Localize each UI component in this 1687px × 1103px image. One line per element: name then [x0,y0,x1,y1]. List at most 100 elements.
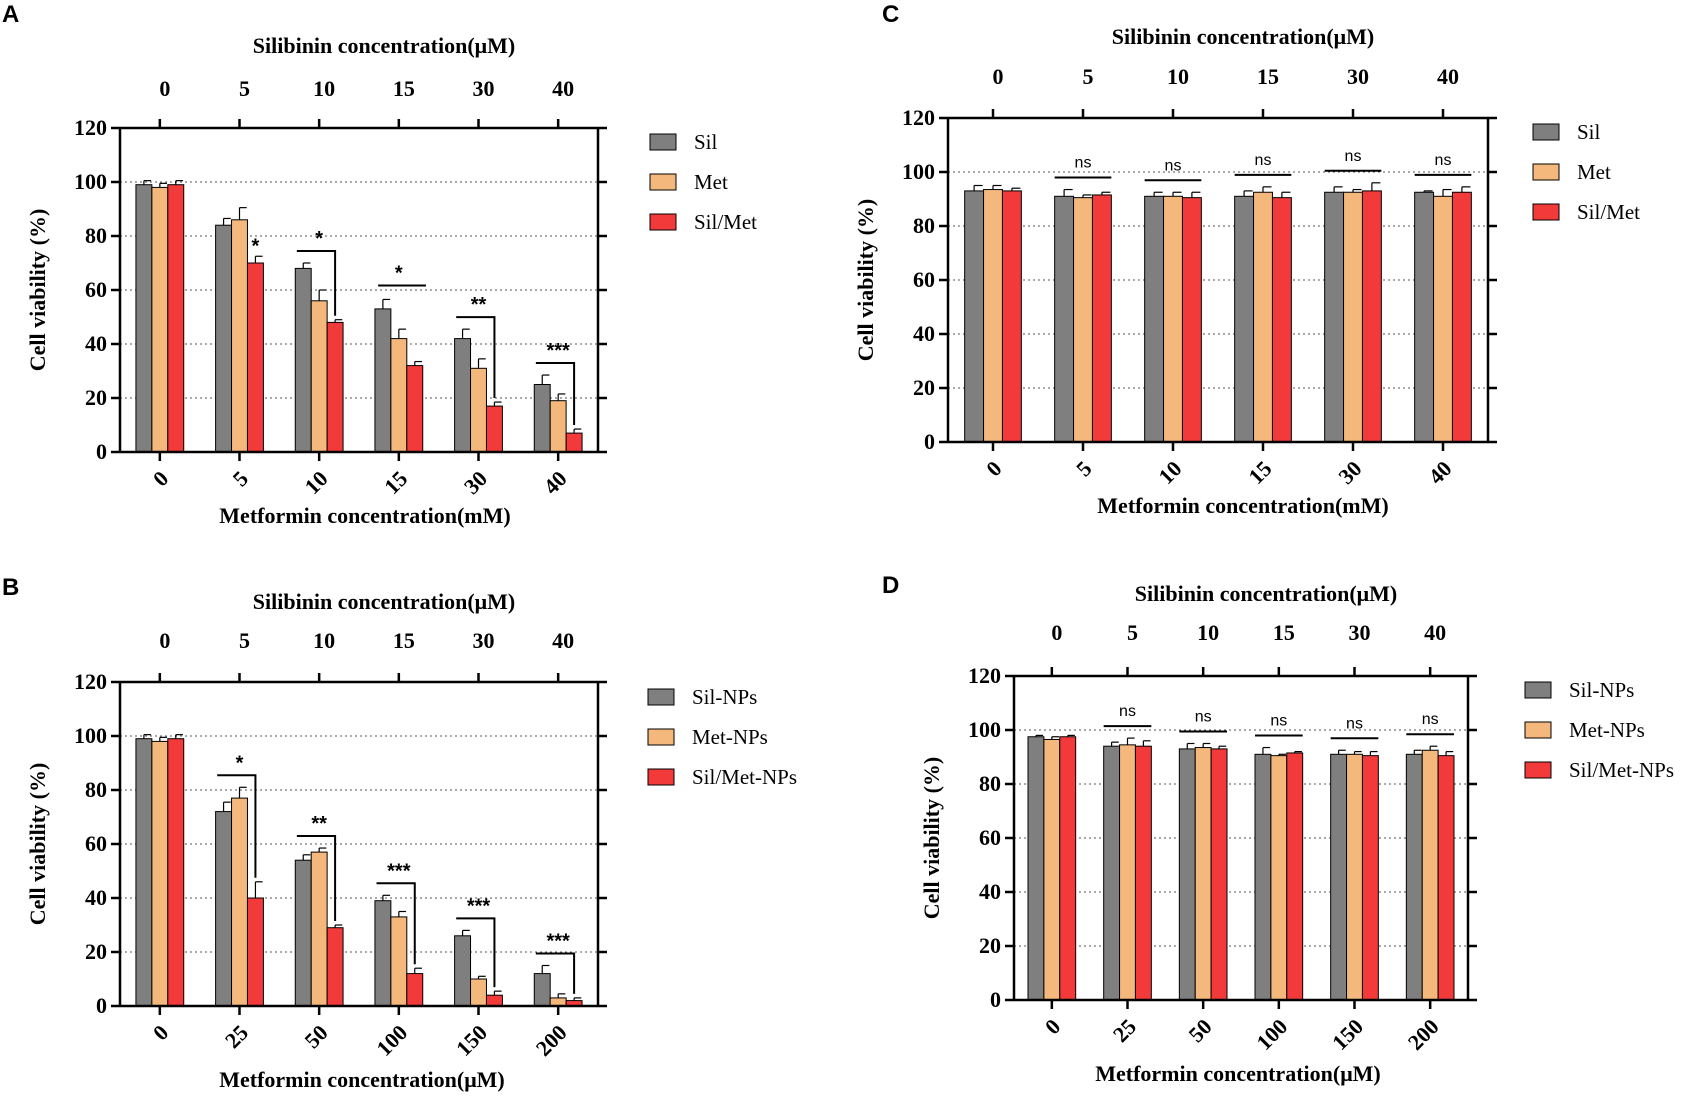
bar-met-15 [1253,191,1273,443]
bar-met-5 [231,219,248,453]
legend-swatch [1532,123,1560,141]
y-tick-label: 80 [979,771,1001,796]
bar-met-10 [310,300,328,453]
y-tick-label: 0 [990,987,1001,1012]
bar-met-0 [151,186,169,453]
x-tick-label: 15 [1243,456,1276,489]
y-tick-label: 60 [85,277,107,302]
y-tick-label: 20 [85,939,107,964]
top-tick-label: 10 [313,76,335,101]
x-tick-label: 0 [148,1020,173,1045]
top-tick-label: 40 [552,628,574,653]
significance-label: ns [1345,148,1362,165]
legend-label: Sil-NPs [692,685,757,709]
top-tick-label: 0 [159,76,170,101]
bar-sil-nps-25 [1103,745,1121,1001]
legend-label: Sil/Met-NPs [1569,758,1674,782]
bar-sil-10 [1144,195,1165,443]
bar-sil-0 [135,184,153,453]
y-tick-label: 120 [968,663,1001,688]
bar-met-nps-150 [1346,753,1363,1001]
x-axis-title: Metformin concentration(mM) [219,503,510,528]
x-tick-label: 100 [371,1020,412,1061]
top-tick-label: 15 [393,628,415,653]
panel-letter: C [882,1,899,28]
bar-met-nps-100 [1270,755,1288,1001]
legend-swatch [647,688,675,706]
bar-met-nps-50 [310,851,328,1007]
x-tick-label: 10 [1153,456,1186,489]
bar-sil-met-10 [1181,197,1202,443]
x-tick-label: 30 [1333,456,1366,489]
bar-met-5 [1073,197,1093,443]
legend-swatch [1532,203,1560,221]
legend-label: Met [694,170,728,194]
bar-met-nps-25 [1119,744,1136,1001]
bar-sil-met-nps-0 [167,738,185,1007]
y-tick-label: 40 [85,885,107,910]
y-tick-label: 20 [913,375,935,400]
bar-met-0 [983,189,1003,443]
top-tick-label: 30 [1349,620,1371,645]
y-tick-label: 80 [913,213,935,238]
x-tick-label: 25 [1108,1014,1141,1047]
top-tick-label: 10 [1197,620,1219,645]
significance-label: * [236,752,244,774]
y-tick-label: 20 [85,385,107,410]
bar-sil-met-10 [326,321,344,453]
bar-met-nps-25 [231,797,248,1007]
bar-sil-nps-150 [454,935,472,1007]
y-tick-label: 60 [979,825,1001,850]
top-tick-label: 0 [1051,620,1062,645]
y-axis-title: Cell viability (%) [853,199,878,362]
bar-sil-met-5 [1091,194,1112,443]
y-tick-label: 0 [924,429,935,454]
significance-label: ns [1255,152,1272,169]
bar-sil-met-nps-200 [1437,755,1455,1001]
legend-label: Met [1577,160,1611,184]
bar-sil-nps-150 [1330,753,1348,1001]
top-tick-label: 40 [1437,64,1459,89]
top-axis-title: Silibinin concentration(μM) [1135,581,1397,606]
bar-met-30 [470,367,487,453]
bar-met-nps-0 [1043,738,1061,1001]
significance-label: * [395,262,403,284]
x-tick-label: 15 [379,466,412,499]
legend-swatch [1524,721,1552,739]
panel-letter: D [882,572,899,599]
legend-label: Sil-NPs [1569,678,1634,702]
bar-sil-15 [1234,195,1255,443]
top-tick-label: 15 [393,76,415,101]
legend-swatch [647,768,675,786]
x-tick-label: 25 [220,1020,253,1053]
bar-sil-met-nps-0 [1059,736,1077,1001]
bar-sil-met-nps-150 [1361,755,1379,1001]
top-tick-label: 15 [1257,64,1279,89]
y-tick-label: 40 [913,321,935,346]
bar-met-40 [1433,195,1453,443]
x-tick-label: 40 [1423,456,1456,489]
top-axis-title: Silibinin concentration(μM) [253,589,515,614]
significance-label: * [315,228,323,250]
top-tick-label: 40 [552,76,574,101]
top-tick-label: 40 [1424,620,1446,645]
top-tick-label: 0 [159,628,170,653]
significance-label: ns [1346,715,1363,732]
significance-label: *** [546,931,570,953]
y-tick-label: 120 [74,669,107,694]
top-tick-label: 30 [473,76,495,101]
y-tick-label: 100 [74,723,107,748]
bar-sil-40 [533,384,551,453]
x-tick-label: 50 [1183,1014,1216,1047]
x-tick-label: 100 [1251,1014,1292,1055]
bar-sil-nps-200 [533,973,551,1007]
bar-sil-nps-0 [1027,736,1045,1001]
legend-label: Sil [694,130,718,154]
top-tick-label: 0 [993,64,1004,89]
top-tick-label: 10 [313,628,335,653]
bar-sil-10 [294,267,312,453]
top-tick-label: 10 [1167,64,1189,89]
legend-swatch [649,133,677,151]
top-tick-label: 30 [473,628,495,653]
